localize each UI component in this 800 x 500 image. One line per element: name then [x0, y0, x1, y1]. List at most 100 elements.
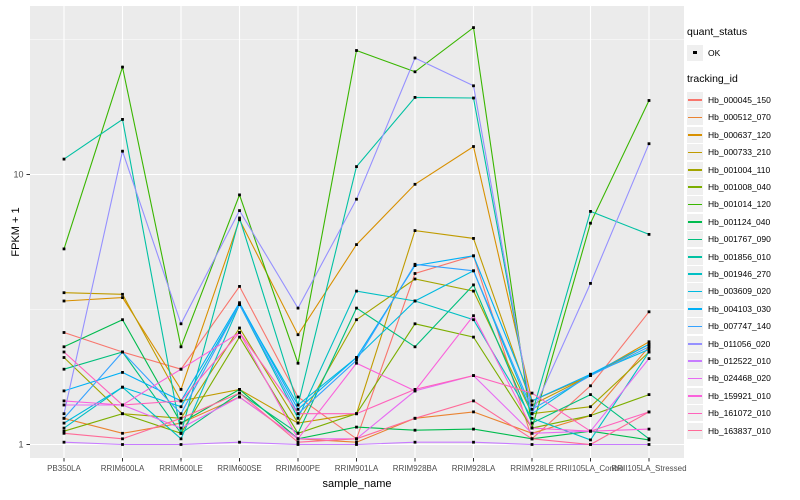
- x-tick-label: RRIM600LE: [159, 464, 203, 473]
- x-tick-label: RRIM600PE: [276, 464, 320, 473]
- ok-point-icon: [693, 51, 697, 55]
- y-tick-label: 10: [13, 170, 23, 180]
- series-color-swatch: [688, 169, 702, 171]
- data-point: [530, 407, 534, 411]
- data-point: [62, 389, 66, 393]
- data-point: [530, 412, 534, 416]
- data-point: [472, 269, 475, 273]
- legend-key-line-icon: [687, 300, 703, 317]
- series-color-swatch: [688, 273, 702, 275]
- x-tick-label: RRIM928LA: [452, 464, 496, 473]
- data-point: [121, 443, 124, 446]
- legend-item-label: Hb_001124_040: [708, 216, 771, 227]
- data-point: [355, 443, 358, 446]
- data-point: [179, 322, 183, 326]
- data-point: [62, 421, 66, 425]
- data-point: [472, 237, 475, 240]
- data-point: [647, 342, 651, 346]
- series-color-swatch: [688, 186, 702, 189]
- data-point: [589, 384, 592, 388]
- series-color-swatch: [688, 99, 702, 102]
- data-point: [62, 416, 66, 420]
- data-point: [647, 233, 651, 236]
- legend-item-tracking-id: Hb_163837_010: [687, 422, 799, 439]
- legend-item-tracking-id: Hb_007747_140: [687, 317, 799, 335]
- data-point: [413, 322, 417, 326]
- data-point: [62, 157, 66, 161]
- legend-key-line-icon: [687, 161, 703, 178]
- data-point: [121, 385, 124, 389]
- data-point: [296, 361, 300, 365]
- data-point: [62, 345, 66, 349]
- legend-tracking-id-block: tracking_id Hb_000045_150 Hb_000512_070 Hb…: [687, 73, 799, 439]
- data-point: [355, 440, 358, 444]
- data-point: [647, 345, 651, 349]
- series-color-swatch: [688, 116, 702, 119]
- data-point: [179, 437, 183, 441]
- y-axis-title: FPKM + 1: [10, 207, 22, 257]
- data-point: [179, 412, 183, 416]
- legend-key-line-icon: [687, 387, 703, 404]
- legend-item-label: Hb_011056_020: [708, 338, 771, 349]
- data-point: [647, 427, 651, 431]
- data-point: [472, 314, 475, 318]
- data-point: [179, 431, 183, 435]
- data-point: [62, 247, 66, 251]
- data-point: [238, 285, 241, 288]
- legend-key-line-icon: [687, 248, 703, 265]
- data-point: [179, 416, 183, 420]
- legend-item-label: Hb_000637_120: [708, 129, 771, 140]
- data-point: [179, 367, 183, 371]
- data-point: [589, 393, 592, 396]
- data-point: [238, 218, 241, 222]
- legend-item-label: Hb_163837_010: [708, 425, 771, 436]
- data-point: [62, 431, 66, 435]
- x-tick-label: RRIM928LE: [510, 464, 554, 473]
- data-point: [472, 427, 475, 431]
- series-color-swatch: [688, 203, 702, 206]
- data-point: [121, 431, 124, 435]
- data-point: [296, 403, 300, 407]
- legend-quant-status-block: quant_status OK: [687, 26, 799, 61]
- legend-item-label: Hb_001767_090: [708, 234, 771, 245]
- x-axis-title: sample_name: [322, 478, 392, 490]
- data-point: [413, 299, 417, 303]
- data-point: [179, 421, 183, 425]
- data-point: [472, 399, 475, 403]
- legend-item-label: Hb_000733_210: [708, 147, 771, 158]
- data-point: [238, 216, 241, 220]
- data-point: [589, 221, 592, 225]
- data-point: [413, 440, 417, 444]
- data-point: [472, 254, 475, 258]
- data-point: [589, 429, 592, 433]
- data-point: [355, 412, 358, 416]
- legend-item-tracking-id: Hb_024468_020: [687, 370, 799, 387]
- data-point: [647, 393, 651, 396]
- data-point: [413, 262, 417, 266]
- data-point: [472, 84, 475, 88]
- data-point: [296, 440, 300, 444]
- data-point: [121, 371, 124, 374]
- data-point: [121, 350, 124, 354]
- legend-key-line-icon: [687, 265, 703, 282]
- legend-key-line-icon: [687, 109, 703, 126]
- series-color-swatch: [688, 377, 702, 380]
- legend-item-label: Hb_003609_020: [708, 286, 771, 297]
- data-point: [121, 403, 124, 407]
- data-point: [238, 388, 241, 391]
- x-tick-label: RRII105LA_Control: [556, 464, 626, 473]
- series-color-swatch: [688, 342, 702, 345]
- data-point: [530, 399, 534, 403]
- data-point: [121, 65, 124, 69]
- data-point: [62, 429, 66, 433]
- legend-item-tracking-id: Hb_003609_020: [687, 283, 799, 300]
- data-point: [647, 357, 651, 360]
- data-point: [62, 399, 66, 403]
- series-color-swatch: [688, 325, 702, 328]
- legend-item-tracking-id: Hb_000512_070: [687, 109, 799, 126]
- data-point: [179, 388, 183, 391]
- legend-title-tracking-id: tracking_id: [687, 73, 738, 86]
- data-point: [62, 356, 66, 359]
- legend-item-label: Hb_001856_010: [708, 251, 771, 262]
